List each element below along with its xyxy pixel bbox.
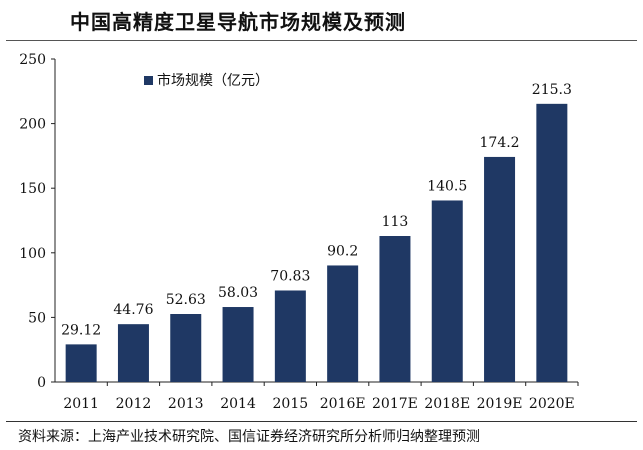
bar-2011	[65, 344, 97, 382]
source-divider	[6, 421, 637, 422]
bar-2017E	[379, 236, 411, 382]
data-label-2014: 58.03	[218, 285, 258, 301]
data-label-2013: 52.63	[166, 292, 206, 308]
x-tick-label-2018E: 2018E	[424, 396, 470, 412]
bar-2014	[222, 307, 254, 382]
x-tick-label-2015: 2015	[273, 396, 309, 412]
legend-swatch	[144, 76, 153, 85]
y-tick-label: 100	[19, 246, 46, 262]
data-label-2018E: 140.5	[427, 178, 467, 194]
x-tick-label-2011: 2011	[63, 396, 99, 412]
bar-2018E	[431, 200, 463, 382]
data-label-2020E: 215.3	[532, 82, 572, 98]
y-tick-label: 150	[19, 181, 46, 197]
data-label-2019E: 174.2	[480, 135, 520, 151]
bar-2012	[117, 324, 149, 382]
data-label-2017E: 113	[382, 214, 409, 230]
legend-label: 市场规模（亿元）	[157, 72, 269, 89]
x-tick-label-2014: 2014	[220, 396, 256, 412]
data-label-2012: 44.76	[113, 302, 153, 318]
bar-2019E	[484, 156, 516, 382]
x-tick-label-2012: 2012	[116, 396, 152, 412]
chart-title: 中国高精度卫星导航市场规模及预测	[70, 10, 406, 34]
data-label-2011: 29.12	[61, 322, 101, 338]
y-tick-label: 250	[19, 52, 46, 68]
x-tick-label-2013: 2013	[168, 396, 204, 412]
y-tick-label: 0	[37, 375, 46, 391]
bar-2016E	[327, 265, 359, 382]
source-note: 资料来源：上海产业技术研究院、国信证券经济研究所分析师归纳整理预测	[18, 429, 480, 445]
title-divider	[6, 40, 637, 41]
bar-2015	[274, 290, 306, 382]
data-label-2015: 70.83	[270, 268, 310, 284]
legend: 市场规模（亿元）	[144, 72, 269, 89]
bar-2013	[170, 314, 202, 382]
x-tick-label-2016E: 2016E	[320, 396, 366, 412]
x-tick-label-2019E: 2019E	[477, 396, 523, 412]
bar-chart: 0 50 100 150 200 250 2011 2012 2013 2014 2015 2016E…	[19, 52, 579, 412]
y-tick-label: 200	[19, 117, 46, 133]
x-tick-label-2017E: 2017E	[372, 396, 418, 412]
bars: 29.12 44.76 52.63 58.03 70.83 90.2 113 140.5 174…	[61, 82, 572, 382]
bar-2020E	[536, 103, 568, 382]
data-label-2016E: 90.2	[327, 243, 358, 259]
y-tick-label: 50	[28, 310, 46, 326]
x-tick-label-2020E: 2020E	[529, 396, 575, 412]
